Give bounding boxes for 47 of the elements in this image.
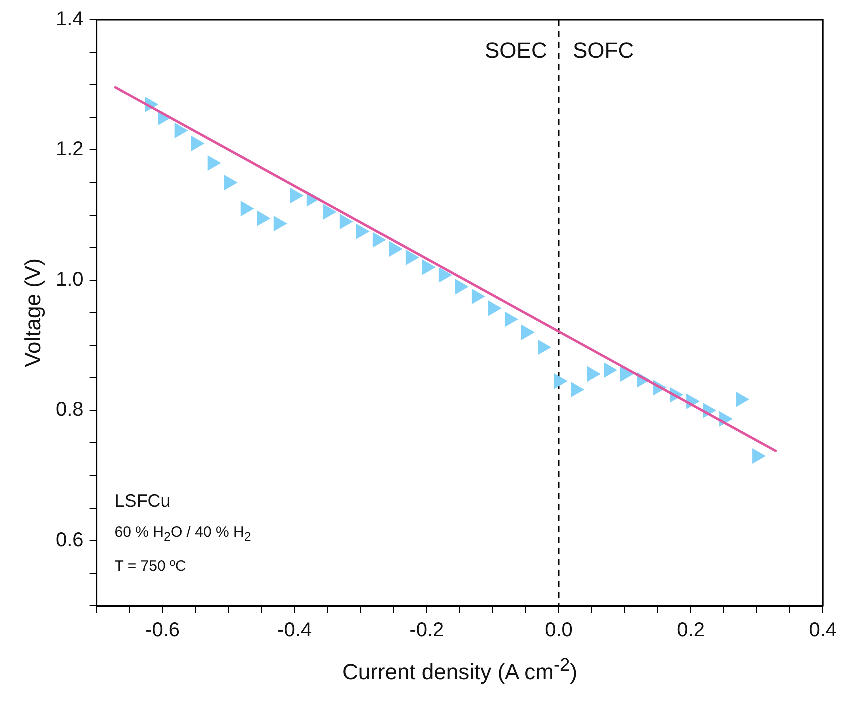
point [571, 382, 584, 398]
point [736, 392, 750, 408]
x-tick-label: 0.2 [677, 620, 705, 642]
point [752, 448, 766, 464]
point [604, 362, 618, 378]
y-axis-title: Voltage (V) [20, 258, 46, 368]
point [274, 216, 287, 232]
annotation: SOEC [484, 38, 548, 64]
point [174, 123, 188, 138]
x-tick-label: 0.4 [809, 620, 838, 642]
point [406, 250, 419, 266]
point [455, 280, 468, 294]
point [340, 214, 353, 230]
annotation: T = 750 ºC [114, 558, 186, 575]
point [588, 366, 601, 382]
x-axis-title: Current density (A cm$^{-2}$) [342, 654, 578, 686]
point [323, 204, 336, 220]
point [554, 374, 568, 389]
y-tick-label: 0.6 [56, 529, 84, 552]
point [191, 136, 204, 152]
y-tick-label: 1.2 [56, 138, 84, 161]
annotation: 60 % H$_{2}$O / 40 % H$_{2}$ [114, 524, 252, 544]
x-tick-label: -0.4 [278, 620, 312, 642]
annotation: SOFC [572, 38, 634, 64]
point [257, 211, 270, 226]
point [290, 188, 304, 204]
point [356, 224, 370, 240]
x-tick-label: -0.2 [410, 620, 444, 642]
annotation: LSFCu [114, 491, 171, 512]
point [240, 201, 254, 216]
point [438, 268, 452, 283]
point [472, 289, 485, 304]
point [389, 242, 402, 257]
point [422, 260, 436, 275]
y-tick-label: 1.0 [56, 268, 84, 291]
point [224, 175, 238, 190]
point [208, 156, 221, 171]
point [538, 340, 551, 355]
y-tick-label: 1.4 [56, 8, 84, 31]
point [488, 301, 502, 316]
y-tick-label: 0.8 [56, 399, 84, 422]
point [521, 325, 534, 340]
x-tick-label: 0.0 [545, 620, 573, 642]
point [372, 232, 386, 248]
point [620, 366, 634, 382]
point [504, 312, 518, 327]
x-tick-label: -0.6 [146, 620, 180, 642]
